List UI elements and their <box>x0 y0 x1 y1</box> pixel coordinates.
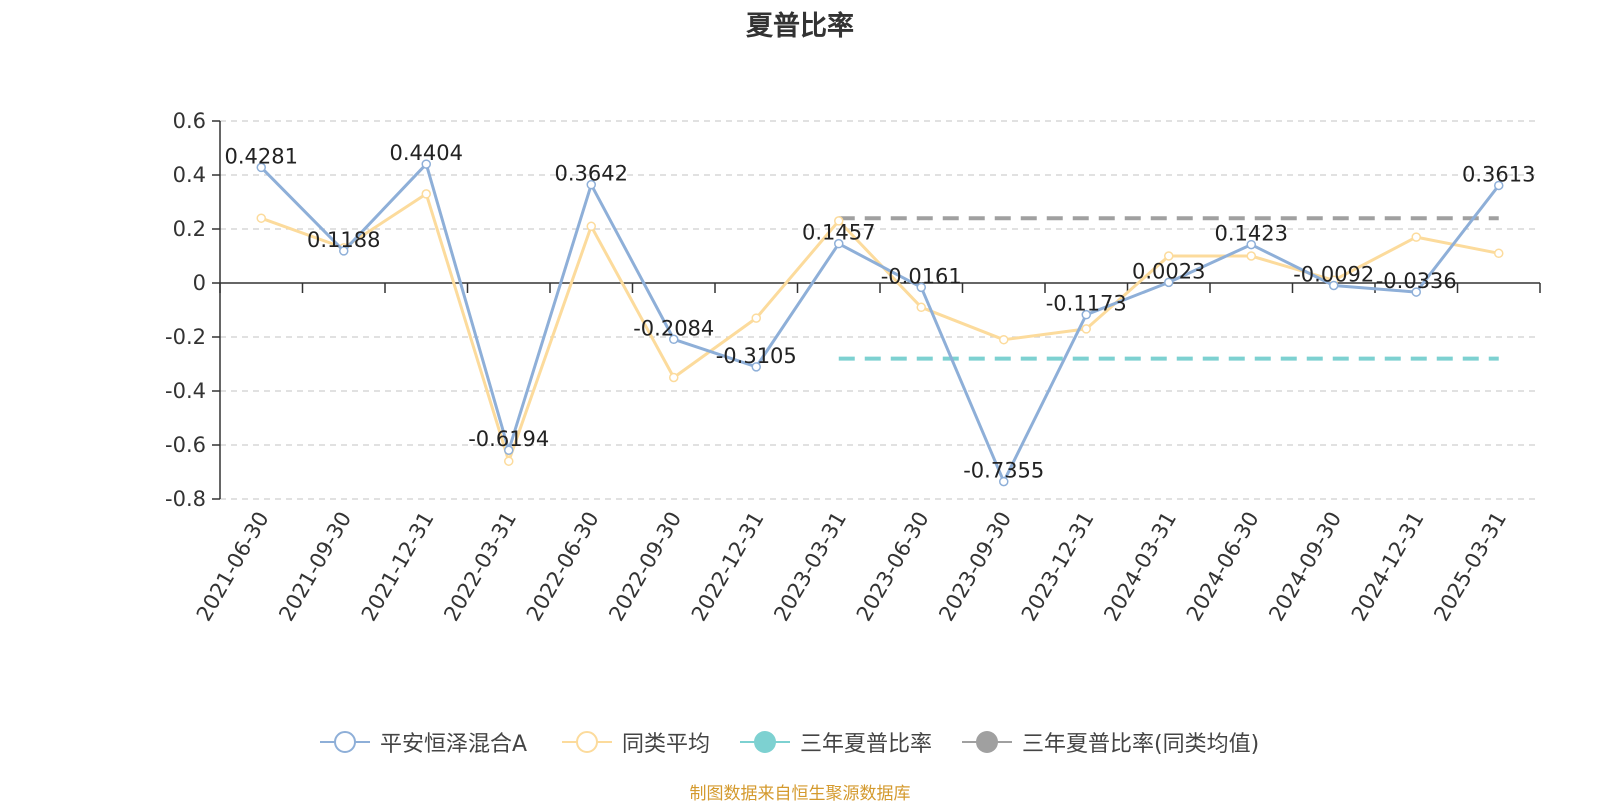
data-point <box>1081 324 1091 334</box>
data-point <box>1164 251 1174 261</box>
y-tick-label: -0.4 <box>165 379 206 403</box>
data-point <box>751 362 761 372</box>
x-tick-label: 2022-06-30 <box>522 508 604 626</box>
x-tick-label: 2025-03-31 <box>1429 508 1511 626</box>
data-point <box>1411 287 1421 297</box>
data-point <box>421 159 431 169</box>
data-point <box>1246 251 1256 261</box>
x-tick-label: 2023-06-30 <box>852 508 934 626</box>
data-point <box>1329 280 1339 291</box>
data-label: 0.3642 <box>555 162 628 186</box>
data-point <box>504 456 514 466</box>
data-point <box>256 162 266 173</box>
data-point <box>669 372 679 383</box>
data-label: -0.0336 <box>1376 269 1457 293</box>
data-label: 0.1188 <box>307 228 380 252</box>
chart-title: 夏普比率 <box>746 11 854 42</box>
data-point <box>1411 232 1421 242</box>
y-tick-label: -0.8 <box>165 487 206 511</box>
data-label: -0.3105 <box>716 344 797 368</box>
data-point <box>1494 180 1504 191</box>
legend-item-peer-average[interactable]: 同类平均 <box>562 720 710 764</box>
data-label: 0.1457 <box>802 221 875 245</box>
x-tick-label: 2023-03-31 <box>769 508 851 626</box>
x-tick-label: 2022-09-30 <box>604 508 686 626</box>
data-point <box>916 282 926 293</box>
x-tick-label: 2021-12-31 <box>357 508 439 626</box>
legend-label: 三年夏普比率 <box>800 732 933 757</box>
data-point <box>999 476 1009 487</box>
y-tick-label: -0.6 <box>165 433 206 457</box>
data-label: 0.0023 <box>1132 259 1205 283</box>
data-point <box>1164 277 1174 288</box>
data-label: -0.6194 <box>468 427 549 451</box>
y-tick-label: -0.2 <box>165 325 206 349</box>
y-tick-label: 0.4 <box>173 163 206 187</box>
x-tick-label: 2024-09-30 <box>1264 508 1346 626</box>
data-point <box>586 221 596 232</box>
x-tick-label: 2024-12-31 <box>1347 508 1429 626</box>
data-point <box>834 238 844 249</box>
data-label: -0.2084 <box>633 316 714 340</box>
data-point <box>751 313 761 323</box>
data-label: 0.4281 <box>225 144 298 168</box>
data-source-note: 制图数据来自恒生聚源数据库 <box>689 784 911 804</box>
y-tick-label: 0.6 <box>173 109 206 133</box>
data-label: 0.1423 <box>1215 222 1288 246</box>
data-label: -0.0092 <box>1293 262 1374 286</box>
x-tick-label: 2024-06-30 <box>1182 508 1264 626</box>
data-point <box>916 302 926 313</box>
x-tick-label: 2021-06-30 <box>192 508 274 626</box>
data-point <box>421 189 431 199</box>
data-point <box>504 445 514 455</box>
x-tick-label: 2023-12-31 <box>1017 508 1099 626</box>
x-tick-label: 2024-03-31 <box>1099 508 1181 626</box>
data-point <box>1494 248 1504 259</box>
legend-label: 三年夏普比率(同类均值) <box>1022 732 1260 757</box>
data-label: -0.7355 <box>963 459 1044 483</box>
data-point <box>339 246 349 256</box>
legend-item-3y-sharpe[interactable]: 三年夏普比率 <box>740 720 932 764</box>
data-point <box>1081 309 1091 320</box>
legend-label: 平安恒泽混合A <box>380 732 528 757</box>
data-point <box>256 213 266 223</box>
series-line <box>260 162 1500 484</box>
data-label: 0.4404 <box>390 141 463 165</box>
x-tick-label: 2022-03-31 <box>439 508 521 626</box>
data-label: -0.0161 <box>881 264 962 288</box>
legend-marker-icon <box>562 731 612 753</box>
legend-item-fund[interactable]: 平安恒泽混合A <box>320 720 527 764</box>
y-tick-label: 0 <box>193 271 206 295</box>
legend-label: 同类平均 <box>622 732 711 757</box>
legend-item-3y-sharpe-peer[interactable]: 三年夏普比率(同类均值) <box>962 720 1259 764</box>
legend-marker-icon <box>320 731 370 753</box>
y-tick-label: 0.2 <box>173 217 206 241</box>
data-label: 0.3613 <box>1462 162 1535 186</box>
data-label: -0.1173 <box>1046 292 1127 316</box>
legend-marker-icon <box>740 731 790 753</box>
data-point <box>586 179 596 190</box>
x-tick-label: 2023-09-30 <box>934 508 1016 626</box>
data-point <box>999 334 1009 345</box>
data-point <box>669 334 679 345</box>
data-point <box>834 216 844 226</box>
x-tick-label: 2021-09-30 <box>274 508 356 626</box>
x-tick-label: 2022-12-31 <box>687 508 769 626</box>
data-point <box>1246 239 1256 250</box>
chart-legend: 平安恒泽混合A 同类平均 三年夏普比率 三年夏普比率(同类均值) <box>0 720 1600 764</box>
legend-marker-icon <box>962 731 1012 753</box>
